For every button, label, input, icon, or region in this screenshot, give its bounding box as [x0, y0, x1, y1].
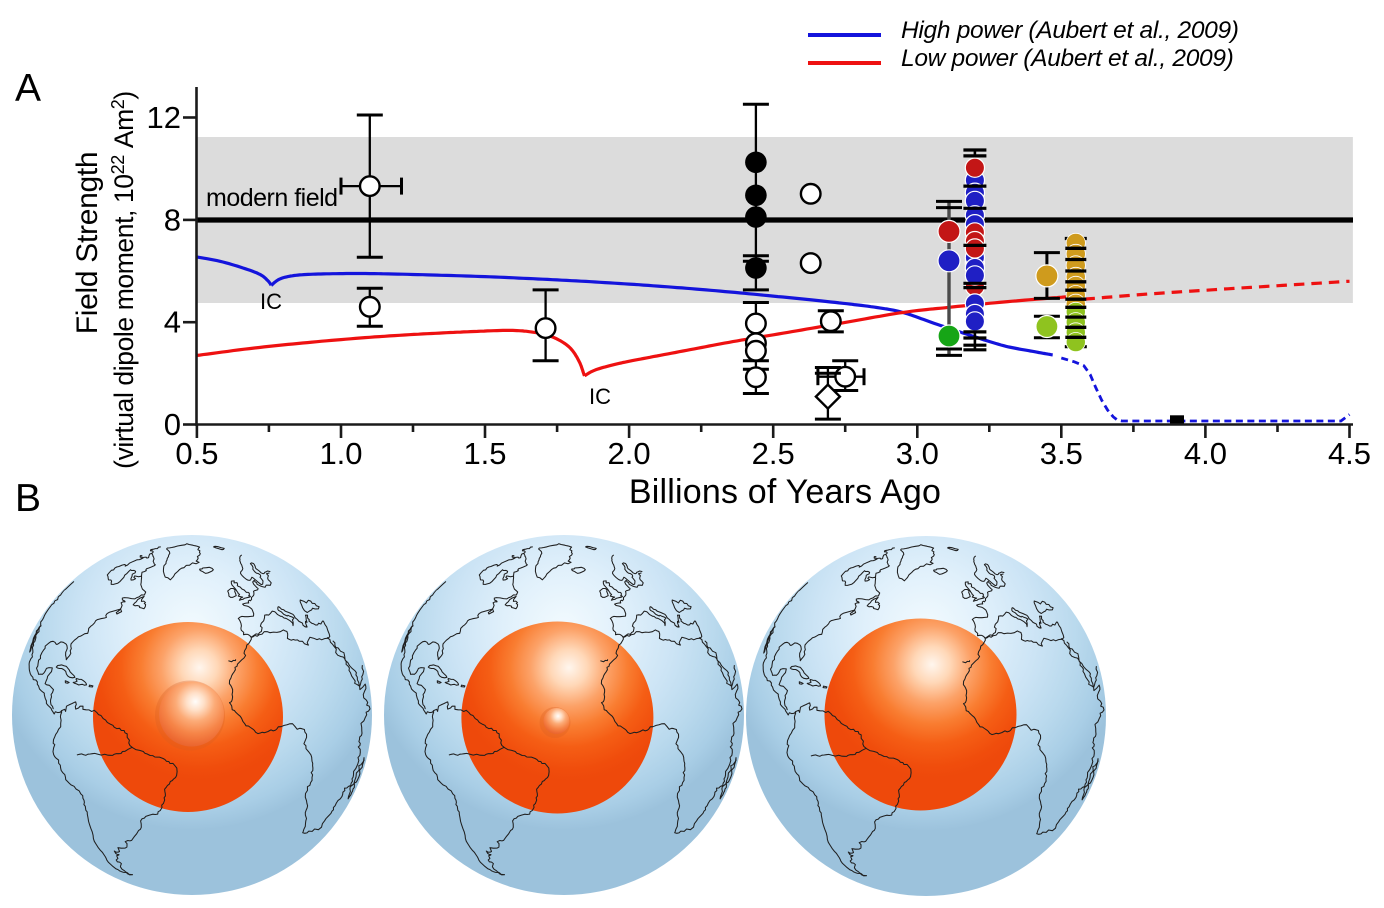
svg-text:Billions of Years Ago: Billions of Years Ago — [629, 473, 941, 511]
svg-text:A: A — [15, 67, 41, 110]
svg-text:IC: IC — [260, 289, 282, 314]
svg-text:4: 4 — [164, 305, 181, 340]
svg-text:1.0: 1.0 — [319, 436, 362, 471]
svg-text:3.5: 3.5 — [1040, 436, 1083, 471]
svg-text:2.0: 2.0 — [608, 436, 651, 471]
svg-text:(virtual dipole moment, 1022 A: (virtual dipole moment, 1022 Am2) — [108, 91, 139, 469]
svg-text:B: B — [15, 477, 41, 520]
svg-text:IC: IC — [589, 384, 611, 409]
svg-text:2.5: 2.5 — [752, 436, 795, 471]
svg-text:8: 8 — [164, 202, 181, 237]
svg-text:3.0: 3.0 — [896, 436, 939, 471]
svg-text:High power (Aubert et al., 200: High power (Aubert et al., 2009) — [901, 17, 1239, 44]
svg-text:0: 0 — [164, 407, 181, 442]
svg-text:12: 12 — [147, 100, 181, 135]
svg-text:Low power (Aubert et al., 2009: Low power (Aubert et al., 2009) — [901, 45, 1234, 72]
svg-text:0.5: 0.5 — [175, 436, 218, 471]
svg-text:1.5: 1.5 — [463, 436, 506, 471]
svg-text:Field Strength: Field Strength — [71, 152, 104, 335]
svg-text:4.5: 4.5 — [1328, 436, 1371, 471]
svg-text:4.0: 4.0 — [1184, 436, 1227, 471]
svg-text:modern field: modern field — [206, 184, 338, 212]
